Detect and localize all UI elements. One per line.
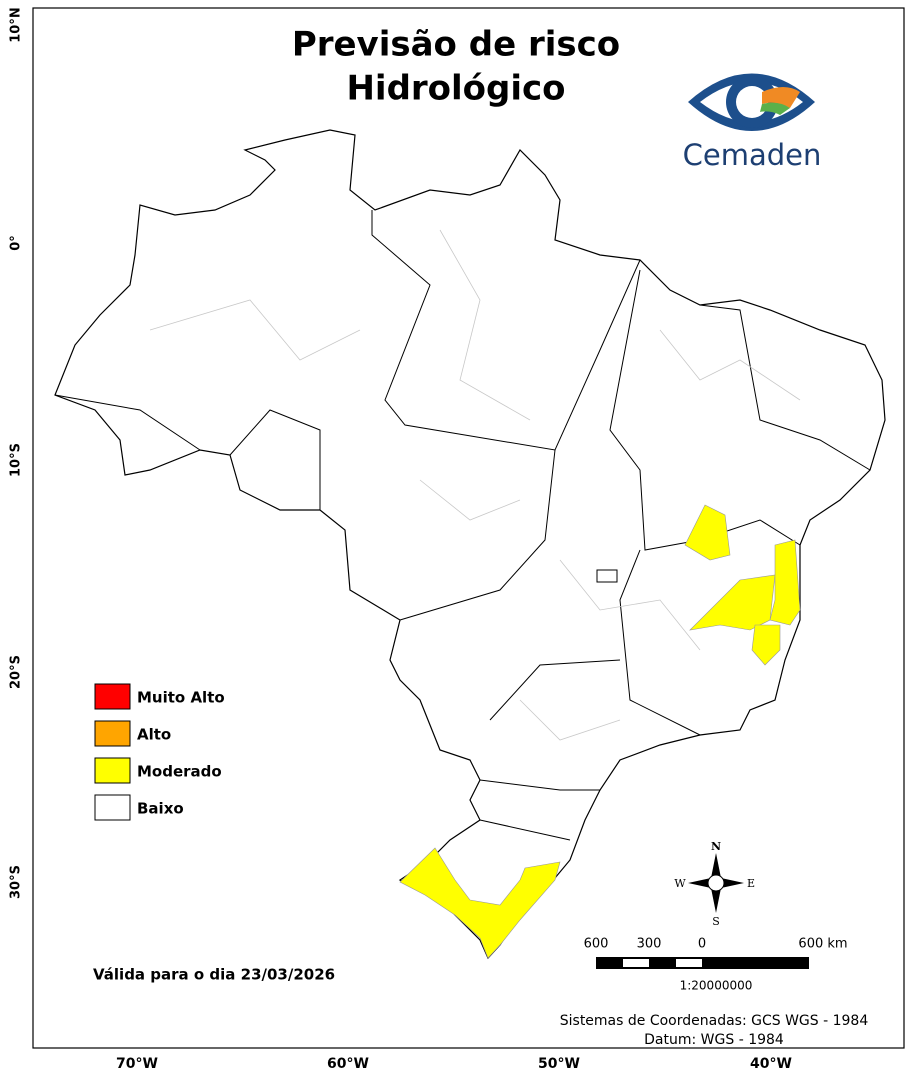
- logo-text: Cemaden: [683, 138, 822, 172]
- legend-label: Muito Alto: [137, 689, 225, 707]
- legend: Muito Alto Alto Moderado Baixo: [94, 683, 225, 821]
- compass-label: E: [747, 877, 755, 890]
- legend-swatch: [94, 720, 131, 747]
- logo-accent: [760, 102, 790, 115]
- credits-line: Datum: WGS - 1984: [644, 1032, 784, 1048]
- moderate-region: [751, 624, 781, 666]
- moderate-region: [769, 539, 801, 626]
- longitude-label: 50°W: [538, 1056, 580, 1072]
- compass-rose: N S W E: [674, 840, 755, 928]
- latitude-label: 10°N: [9, 7, 24, 42]
- legend-label: Moderado: [137, 763, 222, 781]
- compass-label: N: [711, 840, 721, 853]
- title-line: Previsão de risco: [292, 25, 620, 65]
- longitude-label: 40°W: [750, 1056, 792, 1072]
- scale-label: 600 km: [798, 937, 847, 952]
- legend-label: Alto: [137, 726, 171, 744]
- compass-label: W: [674, 877, 686, 890]
- logo: Cemaden: [683, 73, 822, 172]
- compass-center: [707, 874, 725, 892]
- title-line: Hidrológico: [346, 69, 565, 109]
- logo-accent: [762, 87, 800, 108]
- legend-swatch: [94, 794, 131, 821]
- latitude-label: 0°: [9, 235, 24, 251]
- legend-swatch: [94, 683, 131, 710]
- scale-segment: [676, 959, 702, 967]
- compass-label: S: [712, 915, 720, 928]
- basin-boundaries: [149, 229, 801, 741]
- latitude-label: 30°S: [9, 865, 24, 899]
- scale-label: 0: [698, 937, 706, 952]
- risk-regions: [399, 504, 801, 959]
- scale-label: 600: [584, 937, 609, 952]
- scale-ratio: 1:20000000: [680, 979, 753, 993]
- brazil-outline: [54, 129, 886, 960]
- scale-bar: 600 300 0 600 km 1:20000000: [584, 937, 848, 993]
- state-boundaries: [54, 210, 871, 841]
- moderate-region: [684, 504, 731, 561]
- longitude-label: 60°W: [327, 1056, 369, 1072]
- latitude-label: 20°S: [9, 655, 24, 689]
- longitude-label: 70°W: [116, 1056, 158, 1072]
- logo-pupil: [736, 86, 768, 118]
- legend-swatch: [94, 757, 131, 784]
- validity-date: Válida para o dia 23/03/2026: [93, 966, 335, 984]
- latitude-label: 10°S: [9, 443, 24, 477]
- legend-label: Baixo: [137, 800, 184, 818]
- scale-segment: [623, 959, 649, 967]
- credits-line: Sistemas de Coordenadas: GCS WGS - 1984: [560, 1013, 869, 1029]
- federal-district: [596, 569, 618, 583]
- grid-labels: 10°N 0° 10°S 20°S 30°S 70°W 60°W 50°W 40°W: [9, 7, 792, 1072]
- moderate-region: [399, 847, 561, 959]
- scale-segment: [596, 957, 809, 969]
- scale-label: 300: [637, 937, 662, 952]
